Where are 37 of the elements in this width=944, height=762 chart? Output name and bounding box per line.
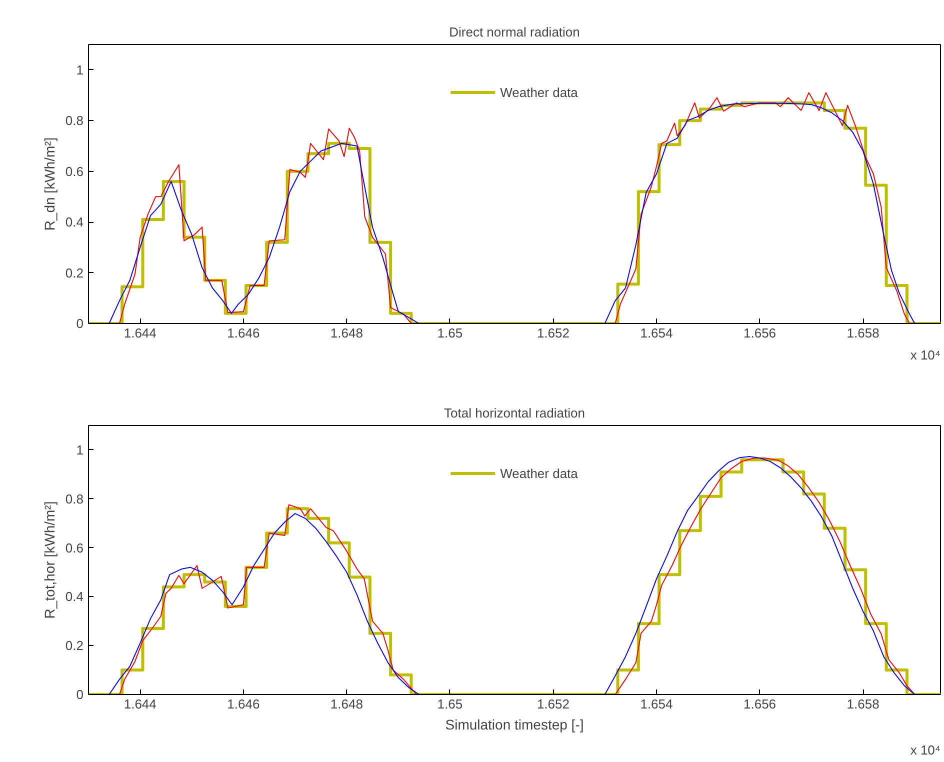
y-tick-label: 0 [76,687,84,702]
chart-title: Direct normal radiation [449,24,580,40]
legend-label: Weather data [500,466,578,480]
x-tick-label: 1.652 [536,326,570,340]
y-tick-label: 1 [76,442,84,458]
y-tick-label: 0.6 [65,540,84,556]
y-tick-label: 0.4 [65,214,84,230]
x-tick-label: 1.644 [124,326,156,340]
x-axis-title: Simulation timestep [-] [445,716,584,732]
chart-title: Total horizontal radiation [444,406,585,420]
y-tick-label: 0.6 [65,164,84,179]
y-axis-title: R_tot,hor [kWh/m²] [41,501,58,619]
y-tick-label: 0.2 [65,638,84,654]
text: x 10⁴ [910,742,941,758]
y-tick-label: 0 [76,316,84,331]
x-tick-label: 1.646 [227,696,260,712]
x-tick-label: 1.656 [744,696,776,712]
y-tick-label: 0.8 [65,491,84,506]
legend-label: Weather data [500,84,578,100]
y-tick-label: 0.2 [65,265,84,280]
x-tick-label: 1.658 [846,696,880,712]
x-tick-label: 1.652 [536,696,570,712]
x-tick-label: 1.65 [437,326,463,340]
x-tick-label: 1.656 [744,326,776,340]
text: x 10⁴ [910,348,941,362]
y-tick-label: 1 [76,62,84,78]
y-tick-label: 0.8 [65,113,84,128]
x-tick-label: 1.654 [640,326,673,340]
x-tick-label: 1.65 [437,696,463,712]
x-tick-label: 1.648 [330,326,363,340]
x-tick-label: 1.646 [227,326,260,340]
x-tick-label: 1.644 [124,696,156,712]
y-tick-label: 0.4 [65,589,84,604]
x-tick-label: 1.648 [330,696,363,712]
x-tick-label: 1.654 [640,696,673,712]
x-tick-label: 1.658 [846,326,880,340]
y-axis-title: R_dn [kWh/m²] [41,137,58,231]
